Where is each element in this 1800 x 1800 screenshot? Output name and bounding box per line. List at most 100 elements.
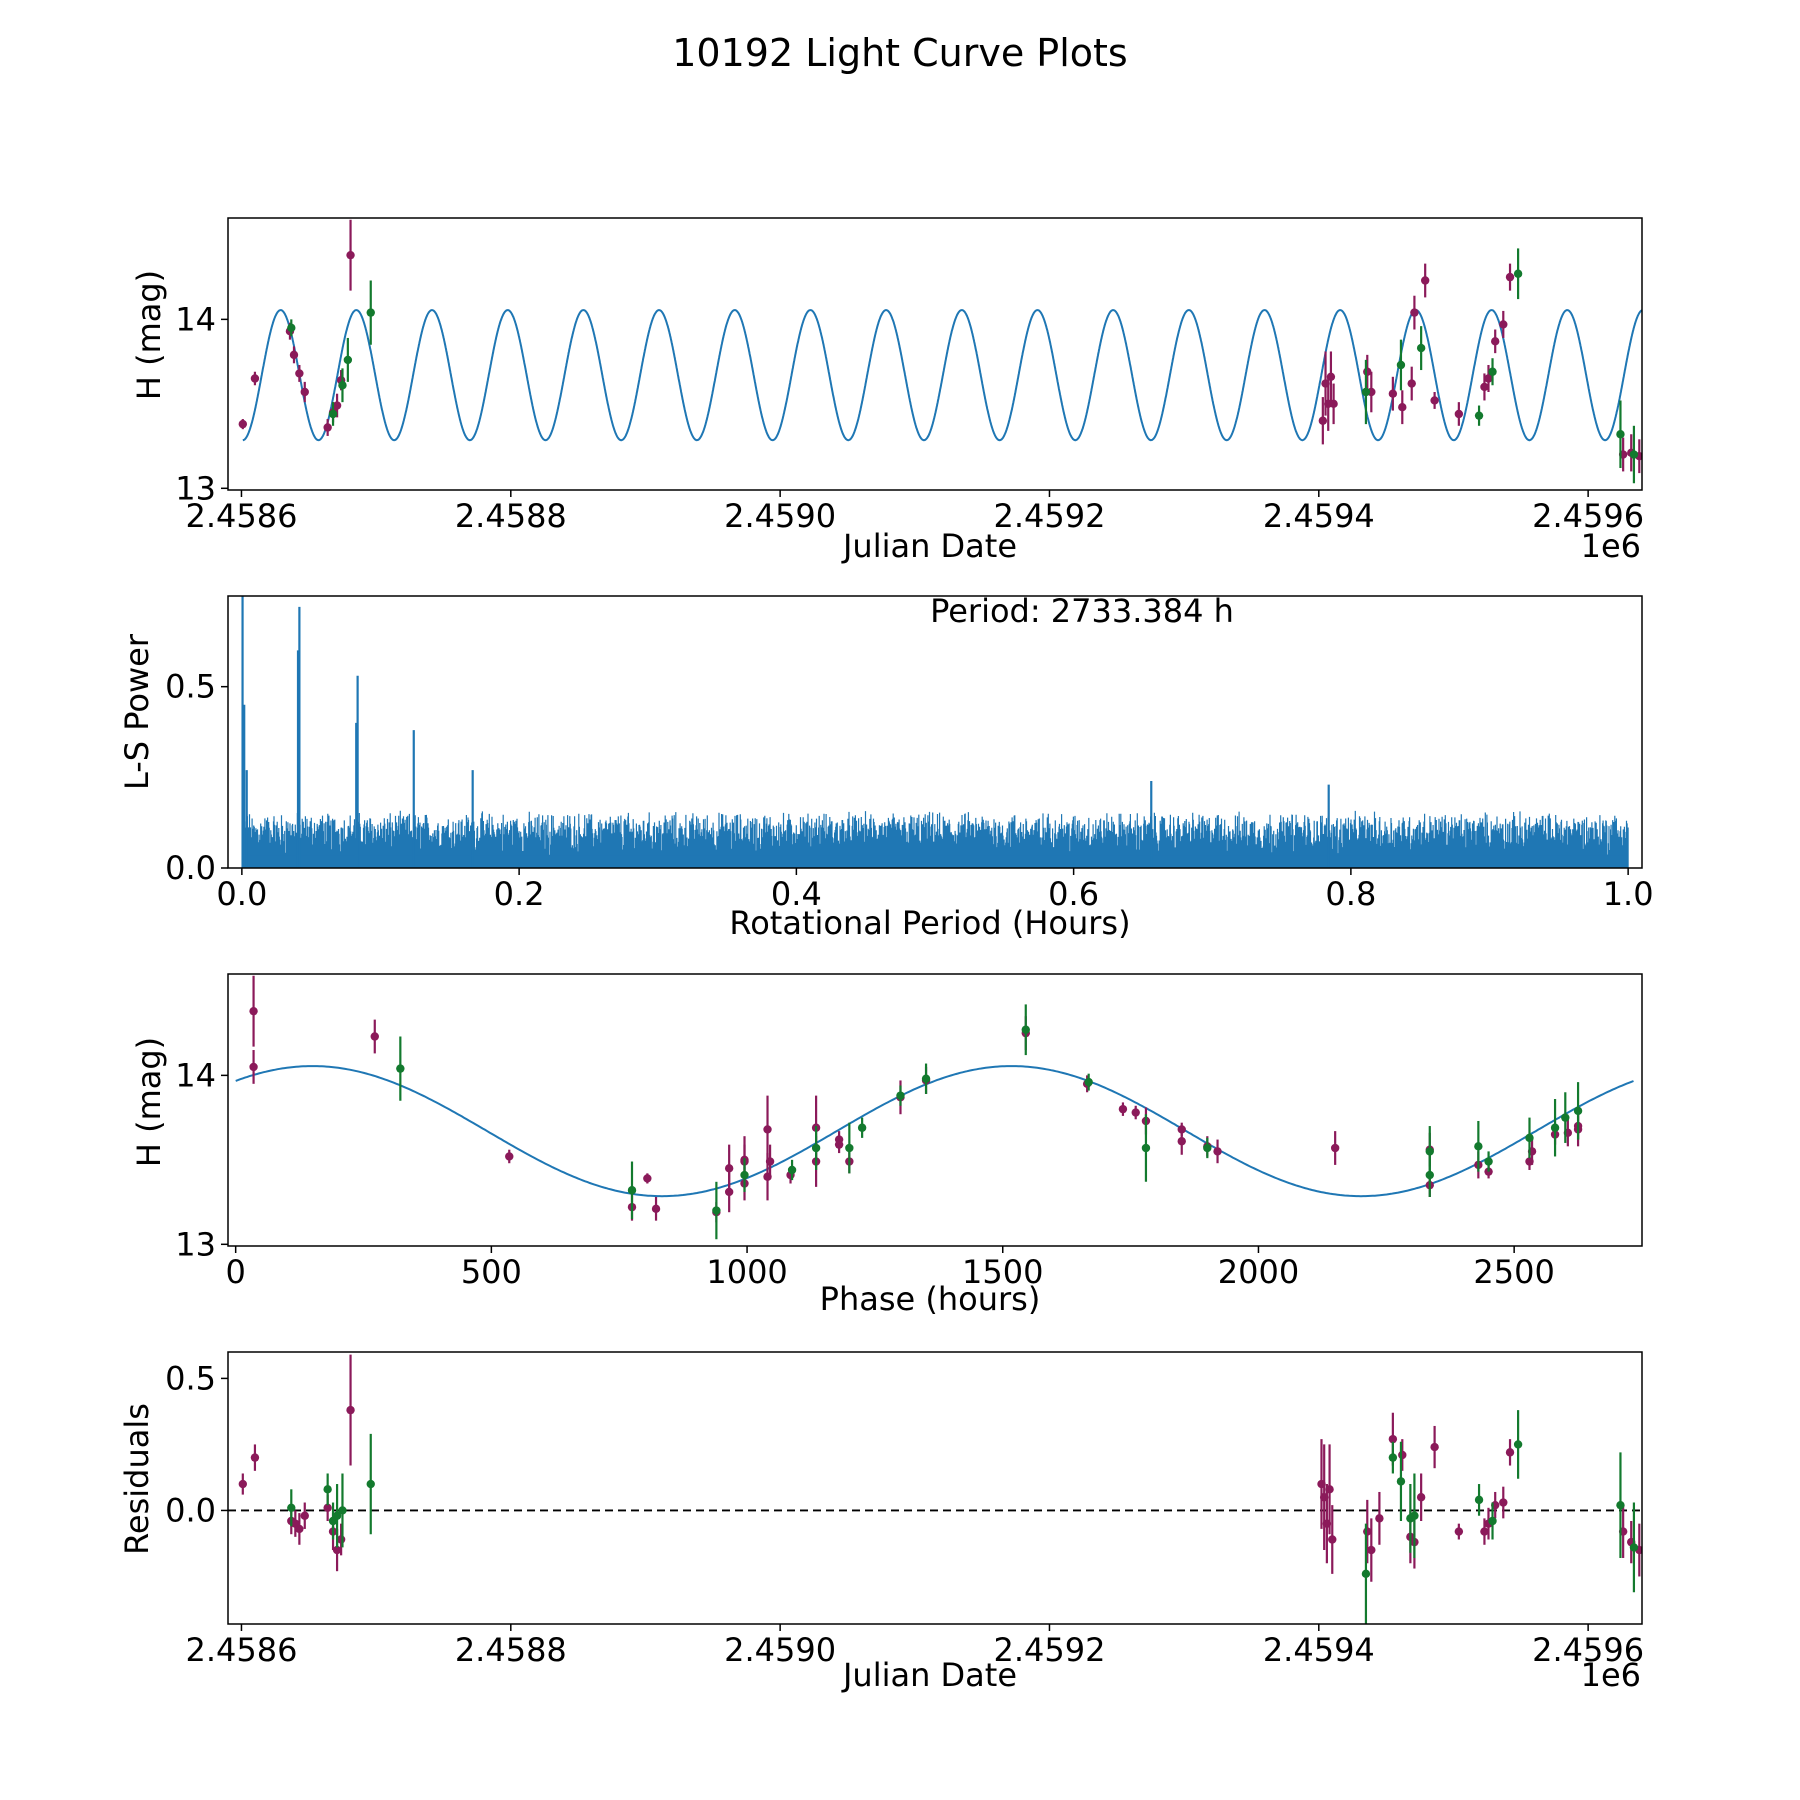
y-axis-label: H (mag) <box>130 1037 168 1167</box>
y-tick-label: 14 <box>175 1056 216 1094</box>
data-point <box>1318 416 1328 425</box>
data-point <box>332 1545 342 1555</box>
figure-title: 10192 Light Curve Plots <box>672 31 1127 75</box>
data-point <box>1499 320 1508 329</box>
data-point <box>1430 1442 1439 1452</box>
series-filter_b <box>287 1410 1642 1624</box>
data-point <box>396 1064 405 1073</box>
axes-frame <box>227 595 1643 869</box>
x-tick-label: 1.0 <box>1603 875 1654 913</box>
y-tick-label: 0.0 <box>165 1491 216 1529</box>
x-tick-label: 2.4594 <box>1263 497 1375 535</box>
power-peaks <box>241 596 1330 868</box>
data-point <box>1361 1569 1371 1579</box>
x-tick-label: 2.4588 <box>455 497 567 535</box>
x-axis-label: Phase (hours) <box>820 1280 1041 1318</box>
data-point <box>287 1503 296 1513</box>
data-point <box>370 1032 379 1041</box>
x-tick-label: 2.4596 <box>1532 1631 1644 1669</box>
data-point <box>1629 450 1639 459</box>
data-point <box>295 1524 304 1534</box>
data-point <box>896 1091 905 1100</box>
data-point <box>763 1125 772 1134</box>
data-point <box>1203 1143 1212 1153</box>
x-tick-label: 2.4586 <box>185 1631 297 1669</box>
data-point <box>921 1074 931 1083</box>
data-point <box>346 1405 355 1415</box>
data-point <box>1388 1453 1398 1462</box>
data-point <box>1329 399 1338 409</box>
x-tick-label: 0 <box>225 1253 245 1291</box>
data-point <box>346 250 355 260</box>
data-point <box>238 1479 248 1489</box>
data-point <box>1396 1477 1406 1486</box>
lightcurve-panel: Julian Date H (mag) 1e6 2.4586 2.4588 2.45… <box>130 217 1644 565</box>
data-point <box>857 1123 867 1132</box>
data-point <box>1410 308 1419 317</box>
data-point <box>1491 337 1500 346</box>
x-tick-label: 0.2 <box>494 875 545 913</box>
data-point <box>740 1170 749 1180</box>
data-point <box>1499 1498 1508 1507</box>
data-point <box>1505 1448 1515 1457</box>
data-point <box>1325 1485 1334 1494</box>
data-point <box>787 1165 797 1175</box>
data-point <box>1573 1106 1583 1116</box>
data-point <box>238 419 248 429</box>
data-point <box>1375 1514 1384 1523</box>
x-axis-label: Julian Date <box>841 527 1017 565</box>
data-point <box>1367 1545 1376 1555</box>
data-point <box>1629 1543 1639 1552</box>
data-point <box>1141 1143 1151 1153</box>
x-offset-label: 1e6 <box>1581 1656 1641 1694</box>
data-point <box>1480 1527 1489 1536</box>
data-point <box>1550 1123 1560 1132</box>
model-curve <box>235 1065 1634 1198</box>
data-point <box>1525 1133 1534 1143</box>
power-floor <box>242 855 1629 868</box>
y-tick-label: 13 <box>175 1225 216 1263</box>
data-point <box>1474 1142 1483 1151</box>
data-point <box>1480 382 1489 392</box>
data-point <box>300 1511 309 1520</box>
x-tick-label: 0.0 <box>216 875 267 913</box>
data-point <box>1388 1434 1398 1444</box>
data-point <box>1021 1025 1030 1034</box>
x-tick-label: 2.4592 <box>993 497 1105 535</box>
y-tick-label: 13 <box>175 469 216 507</box>
data-point <box>1131 1108 1140 1117</box>
x-offset-label: 1e6 <box>1581 527 1641 565</box>
data-point <box>643 1174 652 1183</box>
x-tick-label: 2.4586 <box>185 497 297 535</box>
data-point <box>289 350 299 360</box>
data-point <box>287 323 296 333</box>
data-point <box>765 1157 775 1166</box>
data-point <box>1616 430 1625 439</box>
x-tick-label: 0.4 <box>771 875 822 913</box>
data-point <box>332 1511 342 1520</box>
data-point <box>323 1485 332 1494</box>
data-point <box>1177 1137 1186 1146</box>
data-point <box>338 1506 347 1515</box>
x-tick-label: 2.4592 <box>993 1631 1105 1669</box>
data-point <box>1488 367 1497 376</box>
y-tick-label: 0.5 <box>165 668 216 706</box>
data-point <box>1213 1147 1222 1156</box>
data-point <box>343 355 353 365</box>
x-tick-label: 2.4596 <box>1532 497 1644 535</box>
y-tick-label: 14 <box>175 300 216 338</box>
x-tick-label: 2.4590 <box>724 497 836 535</box>
data-point <box>1416 1493 1426 1502</box>
data-point <box>1328 1535 1337 1544</box>
y-axis-label: L-S Power <box>118 633 156 790</box>
x-tick-label: 2500 <box>1473 1253 1554 1291</box>
data-point <box>1425 1147 1434 1156</box>
series-filter_a <box>238 219 1642 474</box>
data-point <box>366 1479 375 1489</box>
data-point <box>1430 396 1439 405</box>
data-point <box>1561 1113 1570 1122</box>
x-axis-label: Rotational Period (Hours) <box>729 904 1130 942</box>
y-axis-label: H (mag) <box>130 270 168 400</box>
data-point <box>332 401 342 410</box>
